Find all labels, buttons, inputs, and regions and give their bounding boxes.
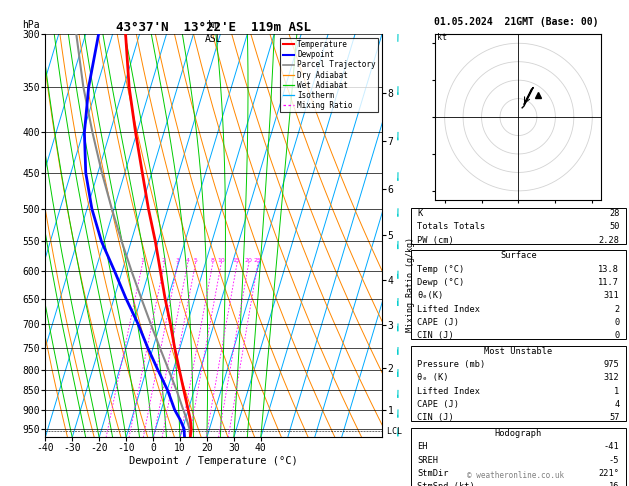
- Title: 43°37'N  13°22'E  119m ASL: 43°37'N 13°22'E 119m ASL: [116, 21, 311, 34]
- Text: StmDir: StmDir: [418, 469, 449, 478]
- Text: CIN (J): CIN (J): [418, 413, 454, 422]
- Text: 2.28: 2.28: [598, 236, 620, 245]
- Text: Dewp (°C): Dewp (°C): [418, 278, 465, 287]
- Text: 13.8: 13.8: [598, 265, 620, 274]
- Text: 15: 15: [233, 259, 240, 263]
- Legend: Temperature, Dewpoint, Parcel Trajectory, Dry Adiabat, Wet Adiabat, Isotherm, Mi: Temperature, Dewpoint, Parcel Trajectory…: [281, 38, 378, 112]
- Text: 28: 28: [609, 209, 620, 218]
- Text: Surface: Surface: [500, 251, 537, 260]
- Text: EH: EH: [418, 442, 428, 451]
- Text: 2: 2: [614, 305, 620, 313]
- Text: 11.7: 11.7: [598, 278, 620, 287]
- Text: 4: 4: [614, 400, 620, 409]
- Text: K: K: [418, 209, 423, 218]
- Text: Lifted Index: Lifted Index: [418, 305, 481, 313]
- Text: 10: 10: [217, 259, 225, 263]
- Text: CAPE (J): CAPE (J): [418, 318, 460, 327]
- Text: Hodograph: Hodograph: [495, 429, 542, 438]
- Text: Most Unstable: Most Unstable: [484, 347, 552, 356]
- Text: 221°: 221°: [598, 469, 620, 478]
- Text: 57: 57: [609, 413, 620, 422]
- Text: 4: 4: [186, 259, 189, 263]
- Text: θₑ(K): θₑ(K): [418, 291, 443, 300]
- Text: 311: 311: [604, 291, 620, 300]
- Text: 25: 25: [253, 259, 262, 263]
- Text: 01.05.2024  21GMT (Base: 00): 01.05.2024 21GMT (Base: 00): [433, 17, 598, 27]
- Text: 312: 312: [604, 373, 620, 382]
- Text: LCL: LCL: [382, 427, 402, 436]
- Text: kt: kt: [437, 33, 447, 42]
- Text: CIN (J): CIN (J): [418, 331, 454, 340]
- Text: 1: 1: [614, 387, 620, 396]
- Text: θₑ (K): θₑ (K): [418, 373, 449, 382]
- Text: 0: 0: [614, 331, 620, 340]
- Text: 3: 3: [175, 259, 179, 263]
- Text: Mixing Ratio (g/kg): Mixing Ratio (g/kg): [406, 237, 415, 331]
- Text: 20: 20: [244, 259, 252, 263]
- Text: 2: 2: [162, 259, 166, 263]
- Text: hPa: hPa: [22, 20, 40, 30]
- Text: 0: 0: [614, 318, 620, 327]
- Text: -41: -41: [604, 442, 620, 451]
- Text: km: km: [208, 20, 220, 30]
- Text: 50: 50: [609, 223, 620, 231]
- Text: Lifted Index: Lifted Index: [418, 387, 481, 396]
- Text: ASL: ASL: [205, 34, 223, 44]
- Text: 8: 8: [211, 259, 214, 263]
- Text: StmSpd (kt): StmSpd (kt): [418, 482, 476, 486]
- Text: PW (cm): PW (cm): [418, 236, 454, 245]
- Text: © weatheronline.co.uk: © weatheronline.co.uk: [467, 471, 564, 480]
- Text: 5: 5: [193, 259, 197, 263]
- Text: Temp (°C): Temp (°C): [418, 265, 465, 274]
- Text: 1: 1: [140, 259, 144, 263]
- Text: CAPE (J): CAPE (J): [418, 400, 460, 409]
- Text: -5: -5: [609, 455, 620, 465]
- Text: SREH: SREH: [418, 455, 438, 465]
- X-axis label: Dewpoint / Temperature (°C): Dewpoint / Temperature (°C): [130, 456, 298, 466]
- Text: 975: 975: [604, 360, 620, 369]
- Text: Pressure (mb): Pressure (mb): [418, 360, 486, 369]
- Text: 16: 16: [609, 482, 620, 486]
- Text: Totals Totals: Totals Totals: [418, 223, 486, 231]
